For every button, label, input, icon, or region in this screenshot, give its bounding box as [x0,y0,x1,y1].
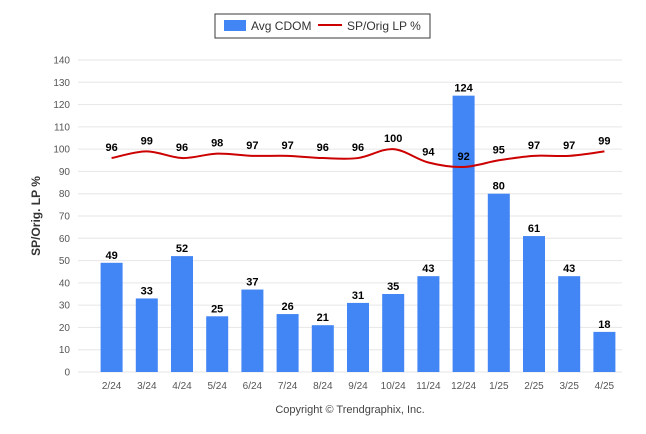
legend-box [214,13,431,39]
y-tick-label: 130 [53,78,70,89]
y-tick-label: 40 [59,278,71,289]
line-value-label: 99 [141,135,153,147]
line-value-label: 96 [105,142,117,154]
bar-value-label: 21 [317,312,329,324]
x-tick-label: 3/24 [137,381,157,392]
bar [558,276,581,372]
line-value-label: 99 [598,135,610,147]
y-tick-label: 90 [59,167,71,178]
line-value-label: 97 [528,140,540,152]
bar [347,302,369,372]
line-value-label: 97 [246,140,258,152]
x-tick-label: 4/24 [172,381,192,392]
bar-value-label: 43 [563,263,575,275]
bar [241,289,264,372]
bar-value-label: 18 [598,319,610,331]
x-axis-ticks: 2/24 3/24 4/24 5/24 6/24 7/24 8/24 9/24 10/24 11/… [102,381,615,392]
bar-value-label: 49 [105,250,117,262]
y-tick-label: 10 [59,345,71,356]
bar-value-label: 25 [211,303,223,315]
x-tick-label: 10/24 [381,381,406,392]
line-value-label: 98 [211,138,223,150]
x-tick-label: 7/24 [278,381,298,392]
bar-value-label: 31 [352,290,364,302]
bar-value-label: 52 [176,243,188,255]
y-tick-label: 70 [59,212,71,223]
x-tick-label: 5/24 [207,381,227,392]
legend: Avg CDOM SP/Orig LP % [214,13,431,39]
bar-value-label: 37 [246,277,258,289]
sp-orig-lp-line [111,148,605,169]
line-value-label: 100 [384,133,402,145]
bar [171,256,193,372]
bar [276,314,299,372]
bar [487,193,510,372]
y-tick-label: 140 [53,56,70,67]
bar-value-label: 26 [281,301,293,313]
bar-value-label: 80 [493,181,505,193]
data-labels: 49 33 52 25 37 26 21 31 35 43 124 80 61 43 18 96 99 96 98 9… [105,83,610,331]
line-value-label: 96 [352,142,364,154]
line-value-label: 94 [422,147,435,159]
y-tick-label: 50 [59,256,71,267]
y-tick-label: 60 [59,234,71,245]
y-tick-label: 30 [59,301,71,312]
bar-value-label: 43 [422,263,434,275]
bar-value-label: 61 [528,223,540,235]
y-axis-label: SP/Orig. LP % [29,176,43,256]
y-tick-label: 100 [53,145,70,156]
x-tick-label: 8/24 [313,381,333,392]
line-value-label: 97 [281,140,293,152]
x-tick-label: 12/24 [451,381,476,392]
bar [382,294,405,372]
bar [100,262,123,372]
bar [523,236,545,372]
x-tick-label: 2/24 [102,381,122,392]
bar [417,276,440,372]
bar [593,331,616,372]
bar-value-label: 124 [454,83,473,95]
line-value-label: 97 [563,140,575,152]
legend-bar-swatch [224,20,246,31]
x-tick-label: 1/25 [489,381,509,392]
x-tick-label: 3/25 [559,381,579,392]
y-tick-label: 20 [59,323,71,334]
legend-bar-label: Avg CDOM [251,19,311,33]
bars [100,95,616,373]
y-tick-label: 80 [59,189,71,200]
x-tick-label: 9/24 [348,381,368,392]
x-tick-label: 2/25 [524,381,544,392]
bar-value-label: 33 [141,285,153,297]
line-value-label: 95 [493,144,505,156]
line-value-label: 92 [457,151,469,163]
y-tick-label: 120 [53,100,70,111]
y-tick-label: 110 [54,122,70,133]
bar [311,325,334,372]
copyright: Copyright © Trendgraphix, Inc. [275,404,424,416]
bar [452,95,475,373]
x-tick-label: 6/24 [243,381,263,392]
gridlines [78,59,622,373]
legend-line-label: SP/Orig LP % [347,19,421,33]
line-value-label: 96 [176,142,188,154]
bar-value-label: 35 [387,281,399,293]
y-tick-label: 0 [64,368,70,379]
bar [206,316,229,372]
x-tick-label: 4/25 [595,381,615,392]
bar [135,298,158,372]
line-series [111,148,605,169]
y-axis-ticks: 0 10 20 30 40 50 60 70 80 90 100 110 120 130 140 [53,56,70,379]
x-tick-label: 11/24 [416,381,441,392]
line-value-label: 96 [317,142,329,154]
